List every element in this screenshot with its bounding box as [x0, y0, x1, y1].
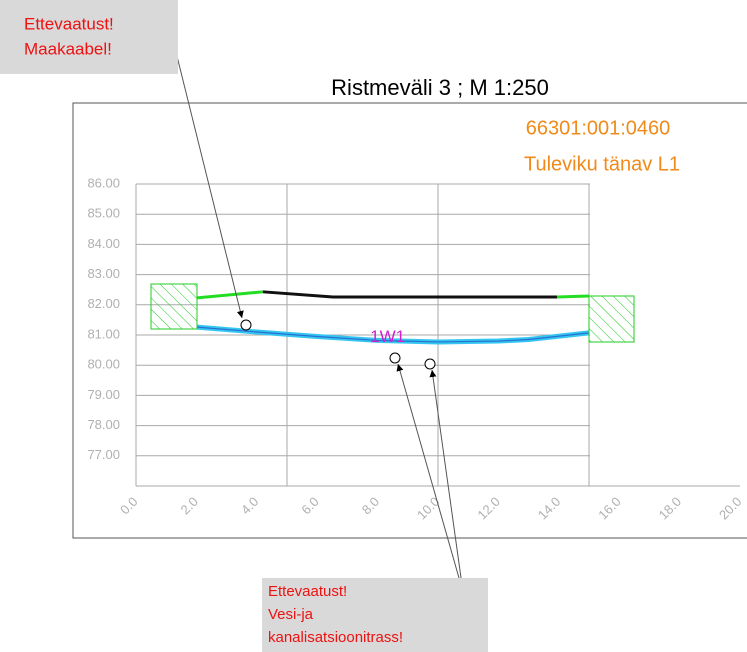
- pipe-label: 1W1: [370, 327, 405, 346]
- profile-line: [262, 290, 557, 299]
- arrow: [396, 363, 464, 593]
- pipe-center: [196, 326, 590, 343]
- y-tick-label: 79.00: [87, 387, 120, 402]
- x-tick-label: 6.0: [298, 494, 321, 517]
- note-text: Maakaabel!: [24, 39, 112, 58]
- arrow: [429, 369, 464, 593]
- x-tick-label: 8.0: [359, 494, 382, 517]
- profile-line: [556, 294, 590, 299]
- y-tick-label: 78.00: [87, 417, 120, 432]
- x-tick-label: 12.0: [474, 494, 503, 523]
- note-text: Ettevaatust!: [24, 14, 114, 33]
- subtitle: 66301:001:0460: [526, 117, 671, 139]
- y-tick-label: 82.00: [87, 296, 120, 311]
- subtitle: Tuleviku tänav L1: [524, 153, 680, 175]
- crossing: [424, 358, 436, 370]
- x-tick-label: 14.0: [535, 494, 564, 523]
- y-tick-label: 83.00: [87, 266, 120, 281]
- x-tick-label: 10.0: [414, 494, 443, 523]
- manhole: [588, 295, 635, 343]
- x-tick-label: 2.0: [178, 494, 201, 517]
- note-text: kanalisatsioonitrass!: [268, 629, 403, 646]
- x-tick-label: 16.0: [595, 494, 624, 523]
- note-text: Vesi-ja: [268, 606, 314, 623]
- profile-line: [196, 290, 263, 300]
- title: Ristmeväli 3 ; M 1:250: [331, 75, 549, 100]
- x-tick-label: 4.0: [238, 494, 261, 517]
- frame: [72, 102, 747, 539]
- x-tick-label: 18.0: [656, 494, 685, 523]
- x-tick-label: 0.0: [117, 494, 140, 517]
- note-box: [0, 0, 178, 74]
- plot: 86.00 85.00 84.00 83.00 82.00 81.00 80.00 79.00…: [87, 175, 744, 522]
- y-tick-label: 80.00: [87, 357, 120, 372]
- crossing: [389, 352, 401, 364]
- note-box: [262, 578, 488, 652]
- crossing: [240, 319, 252, 331]
- y-tick-label: 84.00: [87, 236, 120, 251]
- y-tick-label: 77.00: [87, 447, 120, 462]
- y-tick-label: 85.00: [87, 206, 120, 221]
- y-tick-label: 86.00: [87, 175, 120, 190]
- y-tick-label: 81.00: [87, 326, 120, 341]
- note-text: Ettevaatust!: [268, 583, 347, 600]
- arrow: [169, 27, 244, 319]
- x-tick-label: 20.0: [716, 494, 745, 523]
- manhole: [150, 283, 198, 330]
